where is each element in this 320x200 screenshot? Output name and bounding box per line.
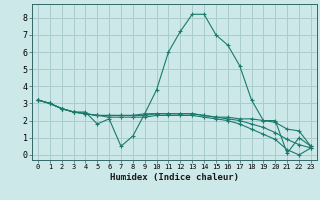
- X-axis label: Humidex (Indice chaleur): Humidex (Indice chaleur): [110, 173, 239, 182]
